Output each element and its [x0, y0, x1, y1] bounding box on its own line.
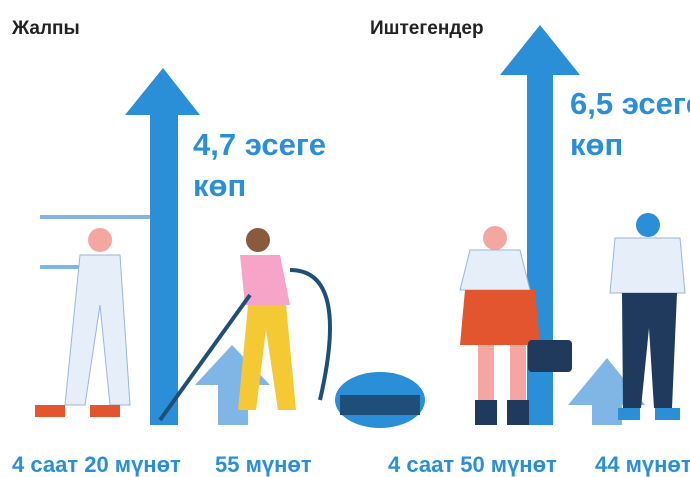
- man-vacuuming: [160, 228, 425, 428]
- infographic: Жалпы Иштегендер 4,7 эсеге көп 6,5 эсеге…: [0, 0, 690, 477]
- panel-title: Жалпы: [11, 18, 80, 39]
- time-men: 55 мүнөт: [215, 452, 312, 477]
- ratio-word: көп: [570, 127, 623, 162]
- ratio: 6,5 эсеге: [570, 86, 690, 121]
- time-men: 44 мүнөт: [595, 452, 690, 477]
- working-woman: [460, 226, 572, 425]
- time-women: 4 саат 20 мүнөт: [12, 452, 181, 477]
- ratio: 4,7 эсеге: [193, 127, 326, 162]
- ratio-word: көп: [193, 168, 246, 203]
- woman-cleaning: [35, 215, 150, 417]
- big-arrow: [125, 68, 200, 425]
- time-women: 4 саат 50 мүнөт: [388, 452, 557, 477]
- panel-title: Иштегендер: [370, 18, 484, 39]
